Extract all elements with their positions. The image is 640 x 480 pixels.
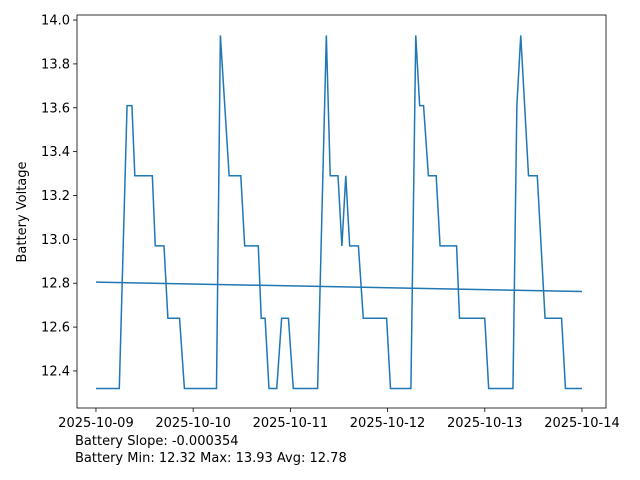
y-tick-label: 12.6 [41, 321, 70, 336]
y-tick-label: 13.6 [41, 101, 70, 116]
annotation: Battery Slope: -0.000354 [75, 434, 239, 449]
x-tick-label: 2025-10-09 [58, 416, 134, 431]
y-tick-label: 13.8 [41, 57, 70, 72]
x-tick-label: 2025-10-13 [447, 416, 523, 431]
y-tick-label: 12.4 [41, 364, 70, 379]
y-tick-label: 12.8 [41, 277, 70, 292]
data-line [95, 281, 583, 293]
plot-frame [76, 14, 607, 409]
y-tick-label: 13.2 [41, 189, 70, 204]
x-tick-label: 2025-10-14 [544, 416, 620, 431]
annotation: Battery Min: 12.32 Max: 13.93 Avg: 12.78 [75, 451, 347, 466]
y-tick-label: 14.0 [41, 14, 70, 29]
x-tick-label: 2025-10-11 [253, 416, 329, 431]
x-tick-label: 2025-10-10 [155, 416, 231, 431]
y-tick-label: 13.0 [41, 233, 70, 248]
x-tick-label: 2025-10-12 [350, 416, 426, 431]
data-line [95, 35, 582, 390]
y-axis-label: Battery Voltage [15, 161, 30, 262]
y-tick-label: 13.4 [41, 145, 70, 160]
